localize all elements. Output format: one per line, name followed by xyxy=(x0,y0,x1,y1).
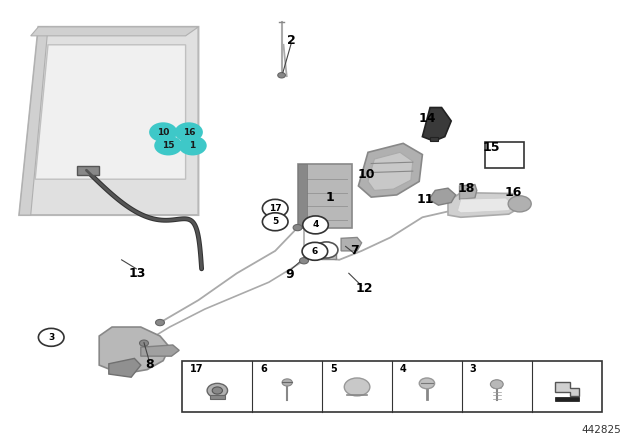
Text: 15: 15 xyxy=(162,141,175,150)
Circle shape xyxy=(207,383,228,398)
Polygon shape xyxy=(31,27,198,36)
Text: 18: 18 xyxy=(457,181,475,195)
Circle shape xyxy=(212,387,223,394)
Circle shape xyxy=(293,224,302,231)
Text: 9: 9 xyxy=(285,267,294,281)
Polygon shape xyxy=(35,45,186,179)
Circle shape xyxy=(282,379,292,386)
Polygon shape xyxy=(321,251,336,259)
Text: 6: 6 xyxy=(312,247,318,256)
Circle shape xyxy=(419,378,435,389)
Polygon shape xyxy=(19,27,48,215)
Circle shape xyxy=(262,199,288,217)
Bar xyxy=(182,361,602,412)
Text: 6: 6 xyxy=(260,364,267,374)
Polygon shape xyxy=(99,327,170,374)
Text: 14: 14 xyxy=(419,112,436,125)
Polygon shape xyxy=(430,137,438,141)
Polygon shape xyxy=(298,164,307,228)
Circle shape xyxy=(302,242,328,260)
Text: 3: 3 xyxy=(48,333,54,342)
Text: 8: 8 xyxy=(145,358,154,371)
Text: 2: 2 xyxy=(287,34,296,47)
Polygon shape xyxy=(358,143,422,197)
Circle shape xyxy=(140,340,148,346)
Text: 10: 10 xyxy=(358,168,376,181)
Circle shape xyxy=(344,378,370,396)
Circle shape xyxy=(315,242,338,258)
Circle shape xyxy=(303,216,328,234)
Circle shape xyxy=(38,328,64,346)
Text: 16: 16 xyxy=(504,186,522,199)
Polygon shape xyxy=(298,164,352,228)
Circle shape xyxy=(508,196,531,212)
Circle shape xyxy=(154,136,182,155)
Polygon shape xyxy=(555,382,579,396)
Polygon shape xyxy=(19,27,198,215)
Text: 3: 3 xyxy=(470,364,476,374)
Polygon shape xyxy=(448,193,522,217)
Polygon shape xyxy=(422,108,451,141)
Text: 17: 17 xyxy=(269,204,282,213)
Text: 17: 17 xyxy=(190,364,204,374)
Polygon shape xyxy=(109,358,141,377)
Polygon shape xyxy=(429,188,456,205)
Polygon shape xyxy=(458,198,512,213)
Circle shape xyxy=(278,73,285,78)
Text: 15: 15 xyxy=(483,141,500,155)
Text: 1: 1 xyxy=(189,141,196,150)
Polygon shape xyxy=(341,237,362,251)
Text: 11: 11 xyxy=(417,193,435,206)
Circle shape xyxy=(300,258,308,264)
Text: 7: 7 xyxy=(350,244,359,258)
Polygon shape xyxy=(460,185,477,199)
Polygon shape xyxy=(77,166,99,175)
Circle shape xyxy=(262,213,288,231)
Text: 4: 4 xyxy=(312,220,319,229)
Text: 4: 4 xyxy=(400,364,406,374)
Bar xyxy=(555,397,579,401)
Circle shape xyxy=(179,136,207,155)
Circle shape xyxy=(175,122,203,142)
Text: 1: 1 xyxy=(325,190,334,204)
Polygon shape xyxy=(368,152,413,190)
Polygon shape xyxy=(141,345,179,356)
Text: 12: 12 xyxy=(356,282,374,296)
Circle shape xyxy=(156,319,164,326)
Text: 10: 10 xyxy=(157,128,170,137)
Text: 13: 13 xyxy=(129,267,147,280)
Polygon shape xyxy=(210,395,225,399)
Circle shape xyxy=(149,122,177,142)
Circle shape xyxy=(490,380,503,389)
Text: 5: 5 xyxy=(272,217,278,226)
Bar xyxy=(485,142,524,168)
Text: 16: 16 xyxy=(182,128,195,137)
Text: 442825: 442825 xyxy=(581,425,621,435)
Text: 5: 5 xyxy=(330,364,337,374)
